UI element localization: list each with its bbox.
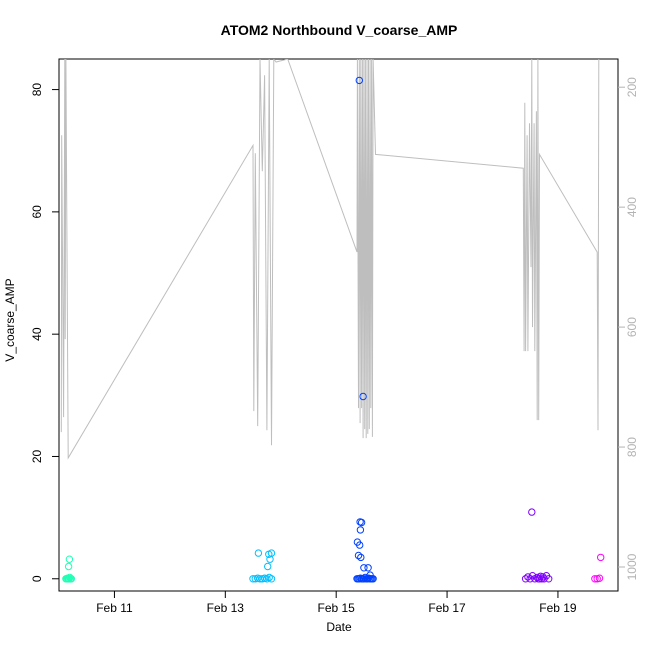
y-axis-label: V_coarse_AMP <box>3 278 17 361</box>
data-point <box>364 564 372 572</box>
data-point <box>360 575 368 583</box>
x-axis: Feb 11 Feb 13 Feb 15 Feb 17 Feb 19 <box>96 591 577 615</box>
y-tick-label: 40 <box>30 327 44 341</box>
data-point <box>595 574 604 582</box>
x-tick-label: Feb 19 <box>539 601 577 615</box>
y-tick-label: 60 <box>30 205 44 219</box>
data-point <box>267 575 276 583</box>
data-point <box>356 541 364 549</box>
data-point <box>64 562 73 571</box>
data-point <box>264 562 272 571</box>
y-axis: 0 20 40 60 80 <box>30 83 59 582</box>
data-point <box>254 549 263 557</box>
y2-tick-label: 600 <box>625 317 639 337</box>
data-point <box>591 575 599 583</box>
data-point <box>534 575 542 583</box>
y2-axis: 200 400 600 800 1000 <box>618 77 639 580</box>
y-tick-label: 80 <box>30 83 44 97</box>
data-point <box>524 573 532 581</box>
data-point <box>521 575 530 583</box>
points-layer <box>62 76 605 583</box>
data-point <box>65 555 74 563</box>
data-point <box>355 76 363 85</box>
y2-tick-label: 1000 <box>625 553 639 580</box>
data-point <box>545 575 553 583</box>
data-point <box>528 508 536 516</box>
x-tick-label: Feb 11 <box>96 601 133 615</box>
data-point <box>267 549 276 557</box>
data-point <box>256 575 264 583</box>
data-point <box>360 564 368 572</box>
secondary-line <box>60 59 600 460</box>
data-point <box>366 571 374 579</box>
data-point <box>357 518 366 527</box>
data-point <box>356 526 365 534</box>
x-axis-label: Date <box>326 620 352 634</box>
x-tick-label: Feb 15 <box>318 601 356 615</box>
data-point <box>67 575 76 583</box>
y2-tick-label: 800 <box>625 437 639 457</box>
data-point <box>354 551 363 560</box>
data-point <box>597 553 605 562</box>
chart-title: ATOM2 Northbound V_coarse_AMP <box>221 22 458 38</box>
data-point <box>249 575 257 583</box>
x-tick-label: Feb 13 <box>207 601 245 615</box>
plot-frame <box>58 58 619 592</box>
y-tick-label: 20 <box>30 449 44 463</box>
data-point <box>359 392 367 401</box>
y-tick-label: 0 <box>30 575 44 582</box>
y2-tick-label: 400 <box>625 197 639 217</box>
x-tick-label: Feb 17 <box>428 601 466 615</box>
y2-tick-label: 200 <box>625 77 639 97</box>
data-point <box>357 553 365 562</box>
secondary-line-layer <box>60 59 600 460</box>
